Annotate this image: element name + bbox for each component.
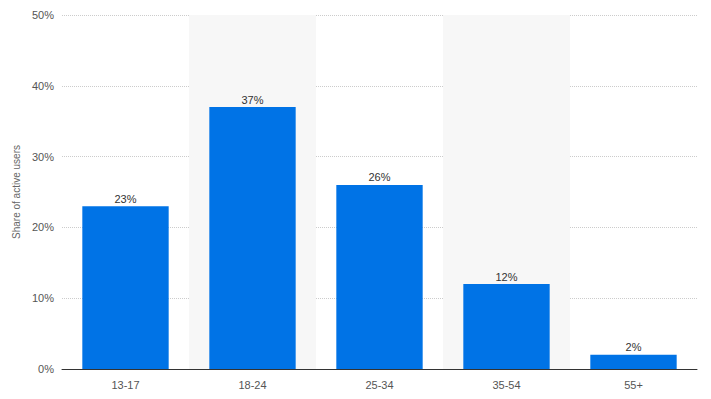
svg-text:12%: 12% bbox=[495, 271, 517, 283]
svg-text:23%: 23% bbox=[114, 193, 136, 205]
svg-text:0%: 0% bbox=[38, 363, 54, 375]
svg-text:40%: 40% bbox=[32, 80, 54, 92]
svg-text:50%: 50% bbox=[32, 9, 54, 21]
svg-text:18-24: 18-24 bbox=[238, 379, 266, 391]
svg-text:55+: 55+ bbox=[624, 379, 643, 391]
svg-text:26%: 26% bbox=[368, 171, 390, 183]
svg-text:25-34: 25-34 bbox=[365, 379, 393, 391]
svg-text:20%: 20% bbox=[32, 221, 54, 233]
svg-text:2%: 2% bbox=[626, 341, 642, 353]
svg-text:30%: 30% bbox=[32, 151, 54, 163]
svg-text:Share of active users: Share of active users bbox=[11, 145, 22, 239]
svg-text:10%: 10% bbox=[32, 292, 54, 304]
svg-text:37%: 37% bbox=[241, 94, 263, 106]
svg-text:35-54: 35-54 bbox=[492, 379, 520, 391]
svg-text:13-17: 13-17 bbox=[111, 379, 139, 391]
